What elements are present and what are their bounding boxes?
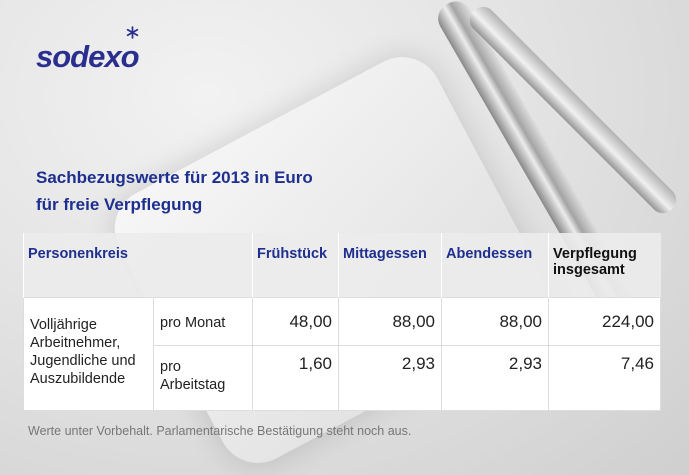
value-cell: 88,00: [338, 296, 443, 346]
page-title: Sachbezugswerte für 2013 in Euro für fre…: [36, 164, 313, 218]
sodexo-logo: sodexo: [36, 39, 140, 74]
header-personenkreis: Personenkreis: [22, 233, 253, 297]
header-row: Personenkreis Frühstück Mittagessen Aben…: [22, 233, 661, 297]
title-line-1: Sachbezugswerte für 2013 in Euro: [36, 168, 313, 187]
group-label: Volljährige Arbeitnehmer, Jugendliche un…: [23, 296, 154, 411]
header-mittagessen: Mittagessen: [338, 233, 442, 297]
values-table: Personenkreis Frühstück Mittagessen Aben…: [22, 233, 662, 411]
period-label: pro Monat: [152, 296, 254, 346]
value-cell: 2,93: [338, 344, 443, 411]
footnote: Werte unter Vorbehalt. Parlamentarische …: [28, 424, 412, 438]
value-cell: 7,46: [548, 344, 662, 411]
value-cell: 48,00: [252, 296, 340, 346]
title-line-2: für freie Verpflegung: [36, 195, 203, 214]
table-row: Volljährige Arbeitnehmer, Jugendliche un…: [23, 296, 662, 411]
value-cell: 88,00: [441, 296, 550, 346]
table-row: pro Arbeitstag 1,60 2,93 2,93 7,46: [24, 344, 662, 411]
value-cell: 1,60: [252, 344, 340, 411]
header-verpflegung-insgesamt: Verpflegung insgesamt: [548, 233, 661, 297]
header-fruehstueck: Frühstück: [252, 233, 339, 297]
value-cell: 2,93: [441, 344, 550, 411]
header-abendessen: Abendessen: [441, 233, 549, 297]
value-cell: 224,00: [548, 296, 662, 346]
period-label: pro Arbeitstag: [152, 344, 254, 411]
star-icon: [126, 26, 139, 39]
